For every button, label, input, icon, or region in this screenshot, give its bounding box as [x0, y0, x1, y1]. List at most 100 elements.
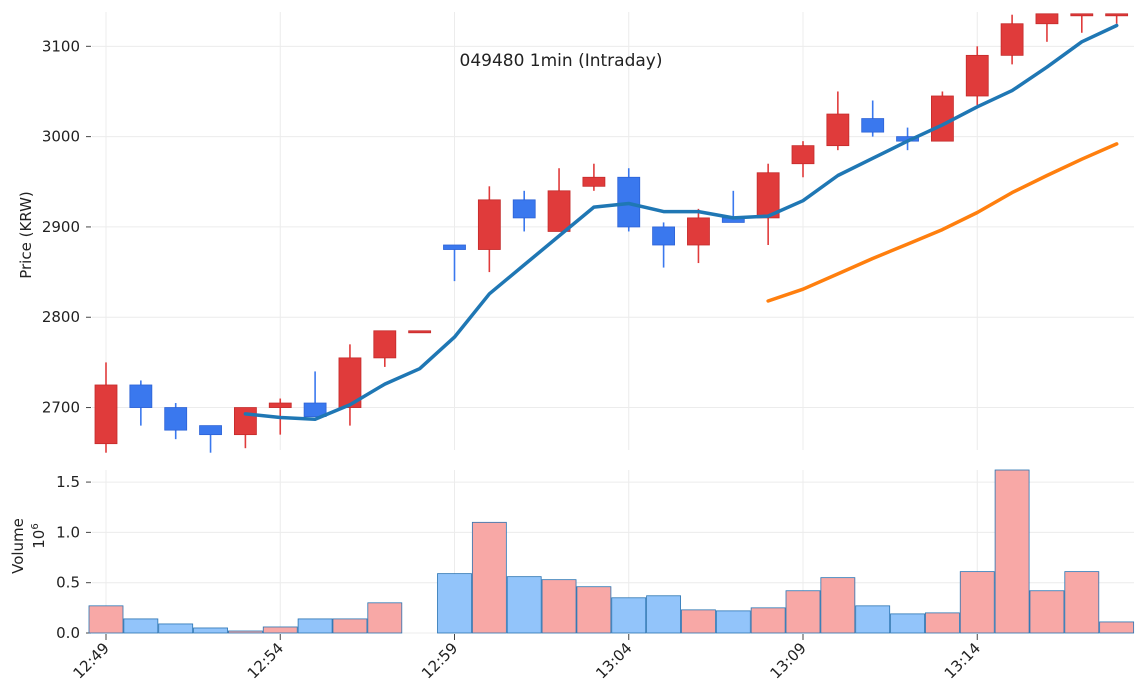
- volume-bar: [1099, 621, 1135, 634]
- candle-body: [861, 118, 885, 133]
- candle: [129, 380, 153, 426]
- time-tick-label: 12:54: [244, 639, 287, 682]
- price-tick-label: 2700: [42, 399, 80, 417]
- price-tick-label: 3000: [42, 128, 80, 146]
- candle-body: [233, 407, 257, 436]
- candle: [791, 141, 815, 178]
- candle: [443, 244, 466, 282]
- candle: [1035, 13, 1059, 42]
- volume-bar: [193, 627, 228, 634]
- volume-bars: [88, 469, 1135, 634]
- candle: [1000, 14, 1024, 65]
- moving-averages: [243, 23, 1119, 422]
- volume-bar: [646, 595, 681, 634]
- candle-body: [268, 402, 292, 408]
- time-axis: 12:49 12:54 12:59 13:04 13:09 13:14: [70, 634, 984, 682]
- candle-body: [373, 330, 397, 359]
- volume-bar: [576, 586, 612, 634]
- candle: [965, 46, 989, 106]
- volume-tick-label: 1.5: [56, 473, 80, 491]
- volume-bar: [262, 626, 298, 634]
- volume-bar: [785, 590, 821, 634]
- candle: [1070, 13, 1094, 33]
- volume-bar: [437, 573, 472, 634]
- price-tick-label: 3100: [42, 37, 80, 55]
- candle: [373, 330, 397, 367]
- candle-body: [94, 384, 118, 445]
- volume-bar: [332, 618, 368, 634]
- volume-tick-label: 0.5: [56, 574, 80, 592]
- candle: [477, 186, 501, 273]
- volume-bar: [959, 571, 995, 634]
- candle-body: [791, 145, 815, 165]
- volume-bar: [750, 607, 786, 634]
- candle-body: [652, 226, 675, 246]
- volume-bar: [227, 630, 263, 634]
- volume-bar: [1029, 590, 1065, 634]
- time-tick-label: 13:09: [767, 639, 810, 682]
- candle: [547, 168, 571, 232]
- candle-body: [547, 190, 571, 232]
- candle-body: [756, 172, 780, 219]
- candle: [338, 344, 362, 426]
- candle: [931, 91, 954, 142]
- candle: [861, 100, 885, 137]
- candle: [408, 330, 432, 334]
- volume-bar: [820, 577, 856, 634]
- moving-average-line: [766, 142, 1119, 303]
- volume-tick-label: 0.0: [56, 624, 80, 642]
- candle: [94, 362, 118, 453]
- candle: [687, 208, 710, 264]
- candle: [826, 91, 850, 151]
- candle-body: [931, 95, 954, 142]
- candle-body: [129, 384, 153, 408]
- candle: [617, 168, 641, 232]
- candle-body: [443, 244, 466, 250]
- moving-average-line: [243, 23, 1119, 422]
- price-tick-label: 2900: [42, 218, 80, 236]
- volume-bar: [367, 602, 403, 634]
- candle: [164, 403, 188, 440]
- volume-tick-label: 1.0: [56, 523, 80, 541]
- candle-body: [512, 199, 536, 219]
- volume-bar: [471, 521, 507, 634]
- volume-bar: [158, 623, 194, 634]
- price-tick-label: 2800: [42, 308, 80, 326]
- volume-bar: [1064, 571, 1100, 634]
- candle-body: [408, 330, 432, 334]
- volume-bar: [541, 579, 577, 634]
- volume-bar: [855, 605, 891, 634]
- candle: [652, 222, 675, 268]
- volume-bar: [297, 618, 333, 634]
- time-tick-label: 12:59: [418, 639, 461, 682]
- volume-bar: [88, 605, 124, 634]
- candle: [756, 163, 780, 245]
- volume-bar: [611, 597, 647, 634]
- candle-body: [1070, 13, 1094, 17]
- candles: [94, 13, 1129, 453]
- volume-bar: [123, 618, 159, 634]
- candle: [303, 371, 327, 417]
- volume-bar: [715, 610, 751, 634]
- candle-body: [199, 425, 222, 436]
- volume-axis-label: Volume: [9, 518, 27, 574]
- candle-body: [965, 54, 989, 97]
- time-tick-label: 12:49: [70, 639, 113, 682]
- volume-bar: [890, 613, 925, 634]
- price-axis: 2700 2800 2900 3000 3100: [42, 37, 91, 417]
- volume-axis: 0.0 0.5 1.0 1.5: [56, 473, 91, 642]
- candle-body: [582, 176, 606, 187]
- candle-body: [687, 217, 710, 246]
- candle-body: [1000, 23, 1024, 56]
- volume-bar: [925, 612, 960, 634]
- candle-body: [1105, 13, 1129, 17]
- volume-bar: [681, 609, 716, 634]
- candle-body: [1035, 13, 1059, 25]
- price-axis-label: Price (KRW): [17, 191, 35, 279]
- volume-bar: [506, 576, 542, 634]
- candle-body: [826, 113, 850, 147]
- candle: [582, 163, 606, 191]
- candle-body: [338, 357, 362, 408]
- candle: [512, 190, 536, 232]
